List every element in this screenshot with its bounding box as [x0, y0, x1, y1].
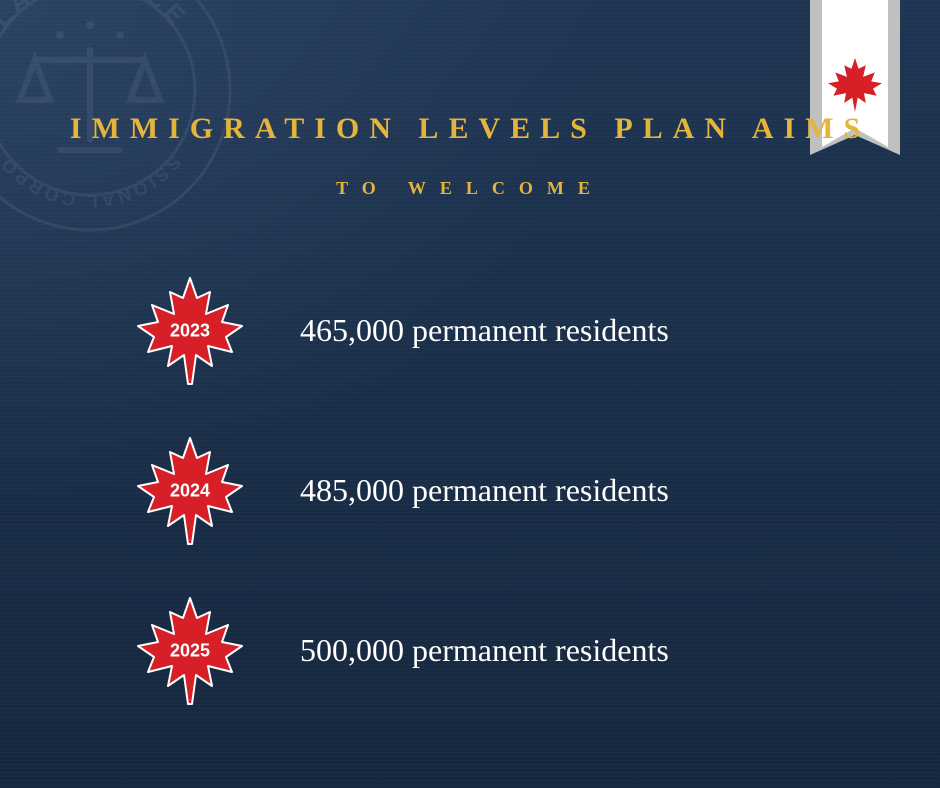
list-item: 2024 485,000 permanent residents — [120, 410, 880, 570]
maple-leaf-icon: 2025 — [120, 590, 260, 710]
year-label: 2025 — [170, 641, 210, 662]
year-label: 2023 — [170, 321, 210, 342]
row-text: 485,000 permanent residents — [300, 472, 669, 509]
list-item: 2025 500,000 permanent residents — [120, 570, 880, 730]
list-item: 2023 465,000 permanent residents — [120, 250, 880, 410]
maple-leaf-icon: 2023 — [120, 270, 260, 390]
year-label: 2024 — [170, 481, 210, 502]
row-text: 465,000 permanent residents — [300, 312, 669, 349]
data-rows: 2023 465,000 permanent residents 2024 48… — [120, 250, 880, 730]
page-title: IMMIGRATION LEVELS PLAN AIMS — [0, 112, 940, 146]
row-text: 500,000 permanent residents — [300, 632, 669, 669]
svg-text:LAW OFFICE: LAW OFFICE — [0, 0, 194, 33]
page-subtitle: TO WELCOME — [0, 178, 940, 199]
maple-leaf-icon: 2024 — [120, 430, 260, 550]
